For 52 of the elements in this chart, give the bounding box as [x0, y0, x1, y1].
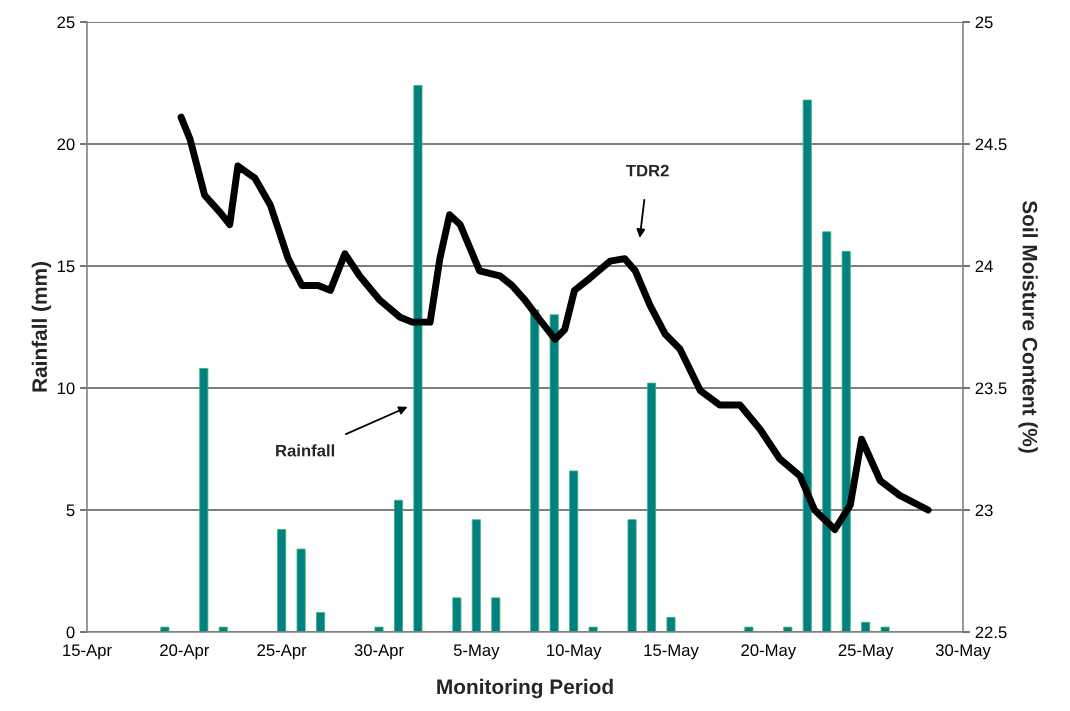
bar: [783, 626, 793, 632]
bar: [841, 250, 851, 632]
bar: [218, 626, 228, 632]
bar: [296, 548, 306, 632]
x-tick-label: 20-Apr: [160, 644, 210, 660]
y-tick-label: 5: [66, 504, 75, 517]
x-tick-label: 25-May: [838, 644, 894, 660]
x-tick-label: 10-May: [547, 644, 602, 660]
y-tick-label: 25: [57, 16, 75, 29]
bar: [160, 626, 170, 632]
y-tick-label: 15: [57, 260, 75, 273]
bar: [744, 626, 754, 632]
y2-tick-label: 25: [975, 16, 993, 29]
bar: [491, 597, 501, 632]
x-tick-label: 25-Apr: [257, 644, 307, 660]
bar: [316, 612, 326, 632]
x-tick-label: 15-May: [644, 644, 699, 660]
bar: [277, 529, 287, 632]
bar: [549, 314, 559, 632]
bar: [627, 519, 637, 632]
bar: [666, 616, 676, 632]
bar: [471, 519, 481, 632]
bar: [802, 99, 812, 632]
x-tick-label: 5-May: [453, 644, 500, 660]
y2-tick-label: 23.5: [975, 382, 1007, 395]
x-tick-label: 20-May: [741, 644, 797, 660]
bar: [880, 626, 890, 632]
x-tick-label: 30-Apr: [354, 644, 404, 660]
y-tick-label: 20: [57, 138, 75, 151]
x-tick-label: 15-Apr: [63, 644, 112, 660]
y2-tick-label: 22.5: [975, 626, 1007, 639]
y-tick-label: 10: [57, 382, 75, 395]
bar: [569, 470, 579, 632]
y2-tick-label: 23: [975, 504, 993, 517]
bar: [647, 382, 657, 632]
bar: [374, 626, 384, 632]
y2-axis-title: Soil Moisture Content (%): [1018, 200, 1038, 453]
bar: [822, 231, 832, 632]
bar: [452, 597, 462, 632]
y2-tick-label: 24.5: [975, 138, 1007, 151]
bar: [588, 626, 598, 632]
bar: [199, 368, 209, 632]
bar: [393, 499, 403, 632]
y-axis-title: Rainfall (mm): [31, 262, 52, 392]
x-tick-label: 30-May: [935, 644, 991, 660]
x-axis-title: Monitoring Period: [437, 678, 613, 699]
annotation: Rainfall: [276, 444, 335, 457]
y-tick-label: 0: [66, 626, 75, 639]
y2-tick-label: 24: [975, 260, 993, 273]
bar: [413, 85, 423, 632]
annotation: TDR2: [626, 164, 669, 177]
bar: [530, 309, 540, 632]
